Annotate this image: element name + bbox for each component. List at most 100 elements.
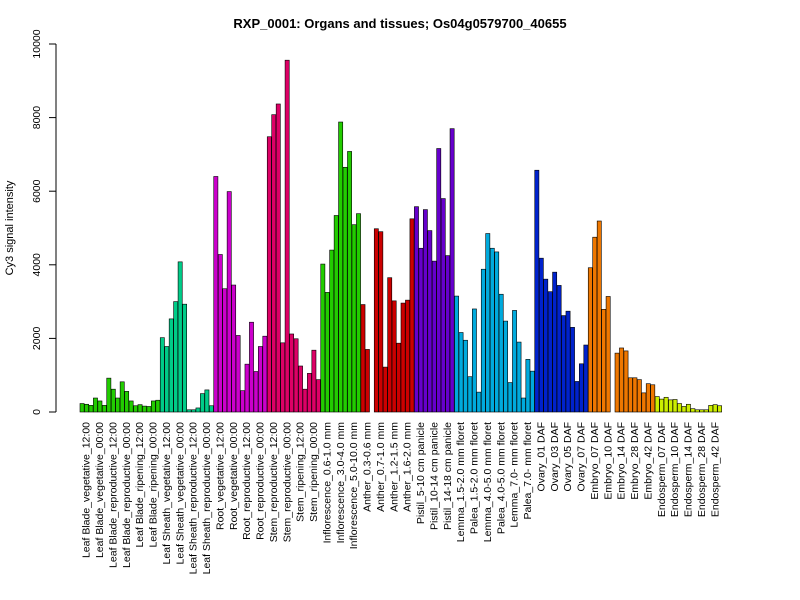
y-tick-label: 4000: [31, 253, 43, 277]
bar: [307, 373, 312, 413]
bar: [659, 398, 665, 413]
x-tick-label: Leaf Sheath_vegetative_00:00: [174, 422, 186, 565]
x-tick-label: Ovary_05 DAF: [562, 422, 574, 491]
x-tick-label: Leaf Blade_ripening_00:00: [148, 422, 160, 548]
bar: [244, 363, 250, 413]
bar: [431, 260, 437, 413]
bar: [561, 315, 566, 413]
bar: [619, 347, 624, 413]
bar: [302, 388, 308, 413]
bar: [436, 148, 442, 413]
bar: [356, 213, 361, 413]
bar: [516, 341, 522, 413]
x-tick-label: Inflorescence_0.6-1.0 mm: [321, 422, 333, 544]
bar: [151, 400, 156, 413]
bar: [467, 376, 473, 413]
bar: [480, 268, 486, 413]
bar: [579, 363, 584, 413]
bar: [663, 396, 669, 413]
x-tick-label: Leaf Blade_ripening_12:00: [134, 422, 146, 548]
bar: [137, 404, 143, 413]
chart-title: RXP_0001: Organs and tissues; Os04g05797…: [233, 16, 566, 31]
bar: [88, 405, 94, 413]
bar: [409, 218, 415, 413]
x-tick-label: Endosperm_42 DAF: [709, 422, 721, 517]
bar: [494, 251, 500, 413]
bar: [387, 277, 393, 413]
bar: [677, 403, 682, 413]
bar: [703, 409, 709, 413]
bar: [583, 344, 589, 413]
x-tick-label: Embryo_07 DAF: [589, 422, 601, 500]
bar: [133, 405, 138, 413]
x-tick-label: Endosperm_14 DAF: [683, 422, 695, 517]
bar: [440, 198, 446, 413]
bar: [320, 263, 326, 413]
bar: [128, 400, 134, 413]
bar: [458, 332, 464, 413]
bar: [262, 335, 268, 413]
bar: [422, 209, 428, 413]
x-tick-label: Pistil_10-14 cm panicle: [428, 422, 440, 530]
bar: [298, 365, 303, 413]
bar: [142, 405, 147, 413]
y-axis-label: Cy3 signal intensity: [4, 180, 16, 275]
x-tick-label: Lemma_4.0-5.0 mm floret: [482, 422, 494, 542]
x-tick-label: Palea_7.0- mm floret: [522, 422, 534, 520]
bar: [601, 309, 607, 413]
bar: [213, 176, 219, 413]
x-tick-label: Root_reproductive_12:00: [241, 422, 253, 540]
x-tick-label: Ovary_01 DAF: [535, 422, 547, 491]
bar: [463, 339, 468, 413]
bar: [373, 228, 379, 413]
x-tick-label: Embryo_42 DAF: [642, 422, 654, 500]
bar: [681, 406, 687, 413]
bar: [315, 379, 321, 413]
bar: [200, 393, 205, 413]
bar: [208, 405, 214, 413]
bar: [324, 292, 330, 413]
x-tick-label: Leaf Sheath_reproductive_00:00: [201, 422, 213, 575]
bar: [347, 151, 352, 413]
bar: [391, 300, 397, 413]
bar: [333, 215, 339, 413]
y-tick-label: 10000: [31, 29, 43, 58]
x-tick-label: Inflorescence_5.0-10.0 mm: [348, 422, 360, 549]
bar: [587, 267, 593, 413]
bar: [717, 405, 722, 413]
y-tick-label: 2000: [31, 327, 43, 351]
x-tick-label: Lemma_7.0- mm floret: [509, 422, 521, 528]
bar: [226, 191, 232, 413]
bar: [338, 121, 344, 413]
bar: [418, 247, 424, 413]
bar: [690, 408, 696, 413]
y-axis: 0 2000 4000 6000 8000 10000: [31, 29, 57, 415]
bar: [79, 403, 85, 413]
x-axis-tick-labels: Leaf Blade_vegetative_12:00 Leaf Blade_ve…: [81, 422, 722, 575]
bar: [101, 405, 107, 413]
bar: [275, 103, 281, 413]
bar: [186, 409, 192, 413]
bar: [173, 301, 179, 413]
x-tick-label: Embryo_28 DAF: [629, 422, 641, 500]
bar: [498, 293, 504, 413]
bar: [84, 403, 89, 413]
bar: [311, 349, 317, 413]
x-tick-label: Embryo_10 DAF: [602, 422, 614, 500]
bar: [534, 169, 540, 413]
bar: [525, 359, 531, 413]
x-tick-label: Ovary_07 DAF: [576, 422, 588, 491]
bar: [565, 310, 571, 413]
bar: [645, 383, 651, 413]
bar: [628, 377, 633, 413]
bar: [258, 346, 263, 413]
bar: [543, 278, 549, 413]
x-tick-label: Root_reproductive_00:00: [255, 422, 267, 540]
bar: [382, 366, 388, 413]
bar: [485, 233, 491, 413]
bar: [266, 136, 272, 413]
bar: [217, 254, 223, 413]
bar: [712, 404, 718, 413]
x-tick-label: Leaf Blade_vegetative_12:00: [81, 422, 93, 558]
